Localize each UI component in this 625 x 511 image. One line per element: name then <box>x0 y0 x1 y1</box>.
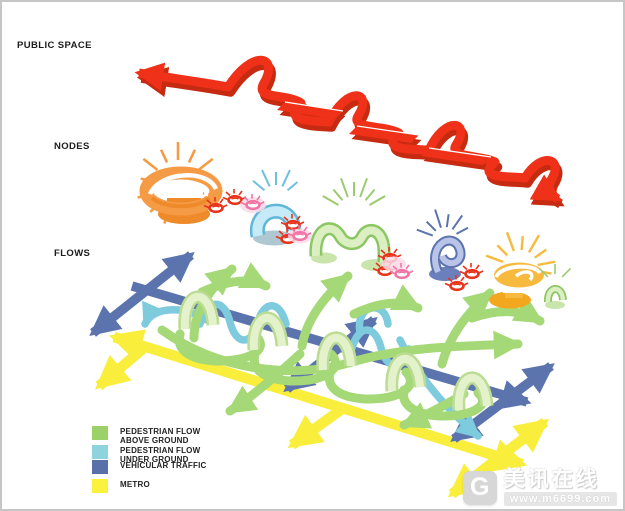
green-arrow-ne-3 <box>437 288 495 369</box>
green-arrow-sw-1 <box>225 349 305 416</box>
sunburst-rays <box>252 169 299 192</box>
watermark-logo-icon: G <box>462 470 497 505</box>
label-public-space: PUBLIC SPACE <box>17 40 92 51</box>
node-torus-orange <box>137 142 223 225</box>
pedestrian-bridge-staples <box>178 290 494 411</box>
green-arrow-e-1 <box>197 262 271 297</box>
green-loop-3 <box>324 367 415 404</box>
metro-branch-mid <box>287 404 346 450</box>
label-flows: FLOWS <box>54 248 91 259</box>
metro-branch-left <box>94 342 149 391</box>
watermark-brand: 美讯在线 <box>503 468 600 491</box>
green-arrow-e-3 <box>467 296 545 326</box>
watermark: G 美讯在线 www.m6699.com <box>462 468 617 506</box>
sunburst-rays <box>416 209 469 237</box>
node-arch-green <box>309 177 391 271</box>
public-space-ribbon <box>134 55 562 203</box>
flows-layer <box>89 251 555 499</box>
green-arrow-e-2 <box>349 284 423 319</box>
watermark-text-block: 美讯在线 www.m6699.com <box>503 468 617 506</box>
node-mini-arch-green <box>538 264 572 309</box>
sunburst-rays <box>538 264 572 278</box>
vehicular-cross-left <box>89 251 195 337</box>
public-space-layer <box>134 55 565 209</box>
sunburst-rays <box>322 177 386 206</box>
green-loop-2 <box>249 349 340 386</box>
watermark-url: www.m6699.com <box>503 492 617 506</box>
node-donut-gold <box>485 231 556 309</box>
label-nodes: NODES <box>54 141 90 152</box>
nodes-layer <box>137 142 572 309</box>
node-loop-blue <box>416 209 469 281</box>
green-arrow-ne-2 <box>297 271 353 351</box>
